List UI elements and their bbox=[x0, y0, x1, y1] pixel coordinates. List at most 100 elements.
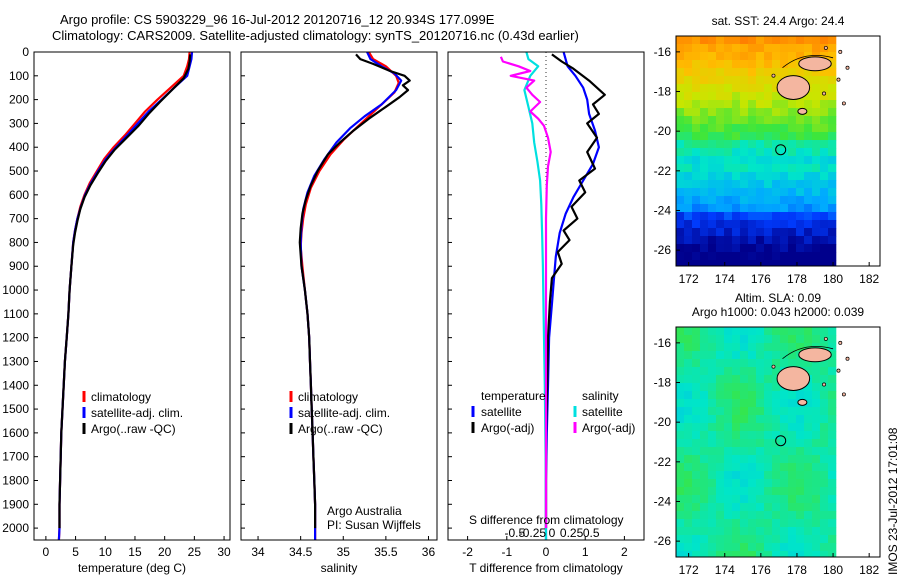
map-cell bbox=[756, 52, 765, 61]
map-cell bbox=[748, 351, 757, 360]
map-cell bbox=[684, 511, 693, 520]
map-cell bbox=[692, 220, 701, 229]
map-cell bbox=[828, 423, 837, 432]
y-tick-label: 1700 bbox=[2, 450, 29, 464]
map-cell bbox=[820, 399, 829, 408]
map-cell bbox=[684, 535, 693, 544]
map-cell bbox=[684, 479, 693, 488]
map-cell bbox=[732, 236, 741, 245]
map-cell bbox=[780, 471, 789, 480]
map-cell bbox=[740, 196, 749, 205]
map-cell bbox=[684, 108, 693, 117]
map-cell bbox=[812, 244, 821, 253]
map-cell bbox=[796, 164, 805, 173]
map-cell bbox=[748, 196, 757, 205]
map-cell bbox=[732, 204, 741, 213]
map-cell bbox=[796, 407, 805, 416]
map-cell bbox=[764, 156, 773, 165]
map-cell bbox=[692, 36, 701, 45]
map-cell bbox=[796, 36, 805, 45]
map-cell bbox=[812, 164, 821, 173]
map-cell bbox=[820, 471, 829, 480]
map-cell bbox=[692, 367, 701, 376]
map-cell bbox=[788, 415, 797, 424]
map-cell bbox=[780, 204, 789, 213]
map-cell bbox=[756, 196, 765, 205]
map-cell bbox=[780, 487, 789, 496]
map-cell bbox=[708, 471, 717, 480]
map-cell bbox=[708, 52, 717, 61]
map-cell bbox=[828, 244, 837, 253]
map-cell bbox=[732, 487, 741, 496]
islet-marker bbox=[841, 392, 846, 397]
map-cell bbox=[708, 487, 717, 496]
map-cell bbox=[804, 252, 813, 261]
map-cell bbox=[772, 180, 781, 189]
map-cell bbox=[772, 391, 781, 400]
map-cell bbox=[820, 375, 829, 384]
map-cell bbox=[804, 236, 813, 245]
map-cell bbox=[804, 220, 813, 229]
y-tick-label: 400 bbox=[9, 140, 29, 154]
map-cell bbox=[684, 244, 693, 253]
islet-marker bbox=[771, 364, 776, 369]
map-cell bbox=[708, 244, 717, 253]
map-cell bbox=[820, 479, 829, 488]
map-cell bbox=[692, 76, 701, 85]
map-cell bbox=[812, 140, 821, 149]
map-cell bbox=[676, 423, 685, 432]
map-cell bbox=[764, 108, 773, 117]
map-cell bbox=[692, 431, 701, 440]
island-shape bbox=[798, 56, 832, 72]
map-cell bbox=[788, 503, 797, 512]
map-cell bbox=[804, 260, 813, 266]
map-cell bbox=[700, 212, 709, 221]
map-cell bbox=[708, 124, 717, 133]
map-cell bbox=[732, 479, 741, 488]
top-tick-label: -0.25 bbox=[519, 526, 547, 540]
map-cell bbox=[732, 327, 741, 336]
map-cell bbox=[740, 212, 749, 221]
legend-label: Argo(..raw -QC) bbox=[298, 422, 383, 436]
map-cell bbox=[812, 76, 821, 85]
map-cell bbox=[820, 487, 829, 496]
map-cell bbox=[796, 527, 805, 536]
map-cell bbox=[708, 220, 717, 229]
map-cell bbox=[708, 359, 717, 368]
map-cell bbox=[732, 463, 741, 472]
map-cell bbox=[732, 100, 741, 109]
y-tick-label: 2000 bbox=[2, 521, 29, 535]
map-cell bbox=[756, 519, 765, 528]
map-cell bbox=[732, 124, 741, 133]
map-cell bbox=[772, 44, 781, 53]
map-cell bbox=[780, 140, 789, 149]
map-cell bbox=[748, 220, 757, 229]
map-cell bbox=[676, 487, 685, 496]
map-cell bbox=[788, 44, 797, 53]
map-cell bbox=[748, 551, 757, 557]
x-tick-label: 0 bbox=[543, 545, 550, 559]
map-cell bbox=[828, 228, 837, 237]
map-cell bbox=[700, 164, 709, 173]
map-cell bbox=[732, 351, 741, 360]
map-cell bbox=[764, 236, 773, 245]
map-cell bbox=[700, 391, 709, 400]
map-cell bbox=[820, 228, 829, 237]
map-cell bbox=[748, 511, 757, 520]
map-cell bbox=[700, 399, 709, 408]
map-cell bbox=[700, 351, 709, 360]
map-cell bbox=[828, 212, 837, 221]
map-cell bbox=[700, 335, 709, 344]
map-cell bbox=[780, 511, 789, 520]
map-cell bbox=[788, 527, 797, 536]
x-tick-label: 2 bbox=[621, 545, 628, 559]
map-cell bbox=[716, 447, 725, 456]
map-cell bbox=[708, 511, 717, 520]
map-cell bbox=[748, 68, 757, 77]
map-cell bbox=[724, 108, 733, 117]
map-cell bbox=[700, 100, 709, 109]
map-cell bbox=[828, 399, 837, 408]
map-cell bbox=[828, 116, 837, 125]
map-cell bbox=[732, 527, 741, 536]
